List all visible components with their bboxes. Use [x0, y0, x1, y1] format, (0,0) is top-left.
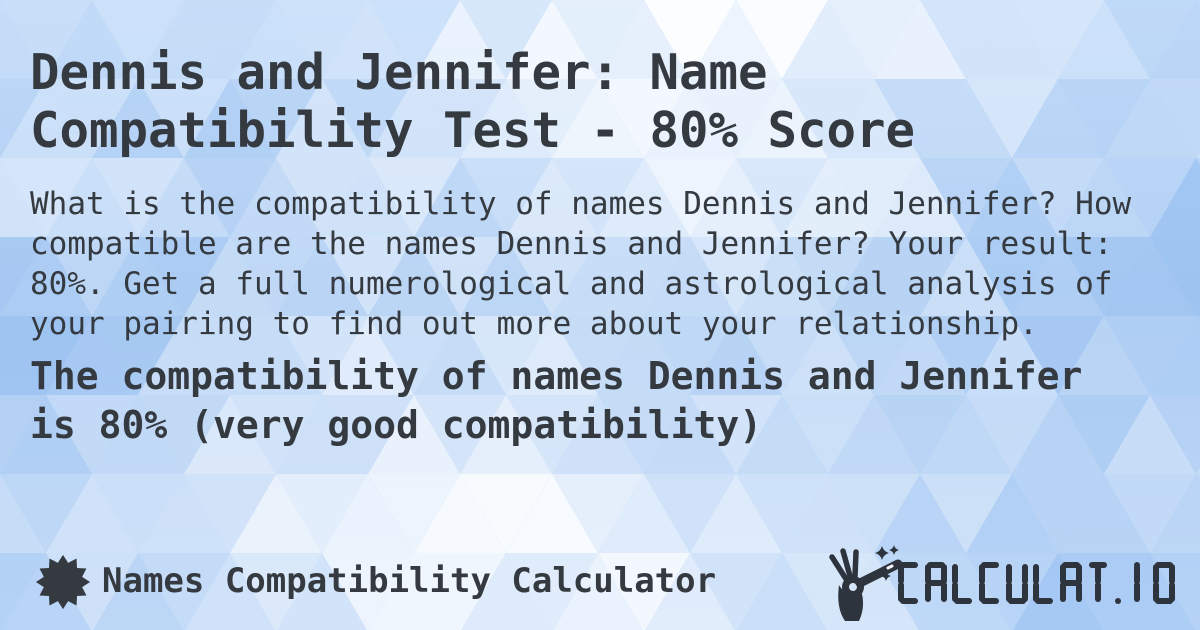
sparkle-icon [889, 545, 899, 555]
result-summary: The compatibility of names Dennis and Je… [30, 354, 1083, 447]
starburst-icon [35, 554, 91, 610]
site-name-label: Names Compatibility Calculator [102, 561, 717, 601]
page-title: Dennis and Jennifer: Name Compatibility … [30, 44, 916, 159]
sparkle-icon [875, 546, 889, 560]
logo-wordmark [898, 562, 1175, 604]
sparkle-icon [881, 571, 891, 581]
page-description: What is the compatibility of names Denni… [30, 186, 1132, 342]
magic-wand-hand-icon [829, 545, 903, 621]
